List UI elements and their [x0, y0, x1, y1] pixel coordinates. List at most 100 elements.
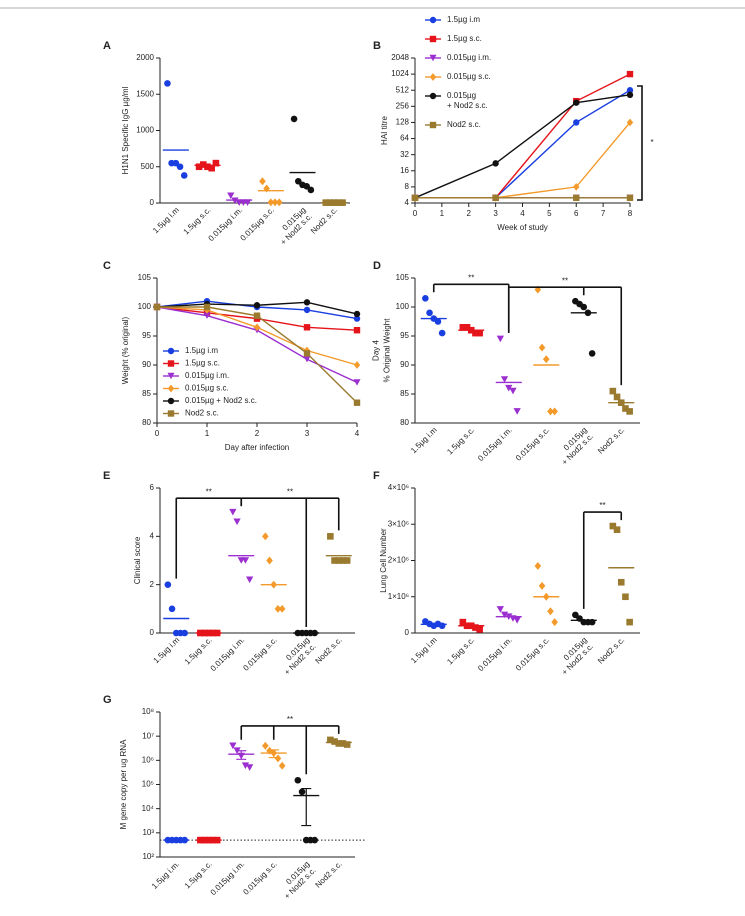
marker — [353, 379, 361, 386]
y-tick-label: 3×10⁶ — [388, 519, 409, 528]
significance-bracket — [240, 497, 340, 627]
marker — [622, 593, 629, 601]
marker — [573, 183, 580, 191]
y-tick-label: 1024 — [391, 69, 409, 78]
marker — [229, 742, 237, 750]
y-tick-label: 0 — [150, 198, 155, 207]
marker — [500, 611, 509, 619]
legend-label: + Nod2 s.c. — [447, 101, 488, 110]
marker — [353, 361, 361, 369]
x-tick-label: 0.015µg s.c. — [241, 859, 278, 896]
marker — [164, 581, 172, 588]
marker — [298, 788, 306, 796]
x-tick-label: 0.015µg i.m. — [209, 635, 247, 673]
marker — [233, 518, 241, 526]
y-tick-label: 90 — [400, 360, 409, 369]
y-tick-label: 64 — [400, 134, 409, 143]
y-tick-label: 10⁶ — [142, 755, 154, 764]
marker — [195, 163, 203, 171]
y-tick-label: 105 — [396, 273, 410, 282]
legend-marker — [167, 397, 175, 405]
x-tick-label: 1 — [440, 209, 445, 218]
series-line — [414, 94, 631, 199]
x-tick-label: 6 — [574, 209, 579, 218]
marker — [588, 350, 596, 357]
significance-bracket — [240, 725, 340, 775]
marker — [303, 306, 311, 314]
y-axis-label: Clinical score — [133, 536, 142, 584]
marker — [303, 324, 311, 331]
marker — [229, 508, 237, 516]
marker — [307, 186, 315, 194]
panel-letter: B — [373, 40, 381, 52]
y-tick-label: 2000 — [136, 53, 154, 62]
y-tick-label: 95 — [142, 331, 151, 340]
marker — [438, 329, 446, 337]
marker — [278, 604, 286, 613]
marker — [513, 617, 521, 624]
marker — [422, 295, 429, 302]
significance-label: ** — [287, 715, 293, 724]
marker — [176, 163, 184, 171]
legend-marker — [167, 372, 175, 380]
x-axis-label: Week of study — [497, 223, 548, 232]
legend-marker — [429, 121, 437, 129]
marker — [231, 197, 239, 205]
y-tick-label: 100 — [138, 302, 152, 311]
y-tick-label: 105 — [138, 273, 152, 282]
marker — [626, 194, 634, 202]
legend-marker — [429, 35, 437, 43]
y-tick-label: 4×10⁶ — [388, 483, 409, 492]
x-tick-label: 0.015µg s.c. — [514, 425, 551, 462]
marker — [476, 626, 483, 633]
y-tick-label: 2 — [150, 580, 155, 589]
marker — [274, 754, 282, 763]
x-tick-label: 0 — [155, 429, 160, 438]
x-tick-label: 1.5µg i.m — [151, 205, 181, 235]
legend-marker — [167, 384, 175, 393]
x-tick-label: 4 — [520, 209, 525, 218]
marker — [496, 335, 504, 343]
y-tick-label: 32 — [400, 150, 409, 159]
x-tick-label: 5 — [547, 209, 552, 218]
significance-label: * — [650, 138, 653, 147]
significance-bracket — [507, 286, 623, 386]
marker — [626, 87, 634, 94]
significance-bracket — [432, 283, 510, 333]
panel-letter: D — [373, 260, 381, 272]
x-tick-label: 0.015µg i.m. — [476, 635, 514, 673]
marker — [343, 741, 351, 748]
marker — [551, 618, 558, 627]
series-line — [415, 121, 631, 199]
x-tick-label: 1.5µg i.m. — [150, 859, 181, 890]
y-tick-label: 10² — [142, 852, 154, 861]
marker — [500, 376, 509, 383]
marker — [303, 356, 311, 363]
marker — [204, 163, 211, 171]
x-tick-label: 2 — [255, 429, 260, 438]
marker — [513, 408, 521, 415]
y-tick-label: 4 — [150, 531, 155, 540]
marker — [259, 177, 266, 186]
marker — [434, 318, 442, 325]
marker — [303, 299, 311, 306]
marker — [253, 312, 261, 319]
marker — [472, 624, 479, 631]
x-tick-label: 3 — [305, 429, 310, 438]
y-tick-label: 2048 — [391, 53, 409, 62]
y-tick-label: 10⁴ — [142, 804, 155, 813]
marker — [580, 303, 588, 311]
x-tick-label: Nod2 s.c. — [314, 859, 344, 889]
x-tick-label: Nod2 s.c. — [309, 205, 339, 235]
y-axis-label: Weight (% original) — [121, 316, 130, 384]
panel-letter: C — [103, 260, 111, 272]
marker — [609, 522, 617, 530]
x-tick-label: 0.015µg s.c. — [241, 635, 278, 672]
y-tick-label: 10³ — [142, 828, 154, 837]
x-tick-label: 0.015µg i.m. — [476, 425, 514, 463]
x-tick-label: 1.5µg s.c. — [183, 635, 214, 666]
y-tick-label: 256 — [396, 101, 410, 110]
marker — [438, 622, 446, 630]
marker — [463, 324, 471, 331]
marker — [353, 315, 361, 322]
